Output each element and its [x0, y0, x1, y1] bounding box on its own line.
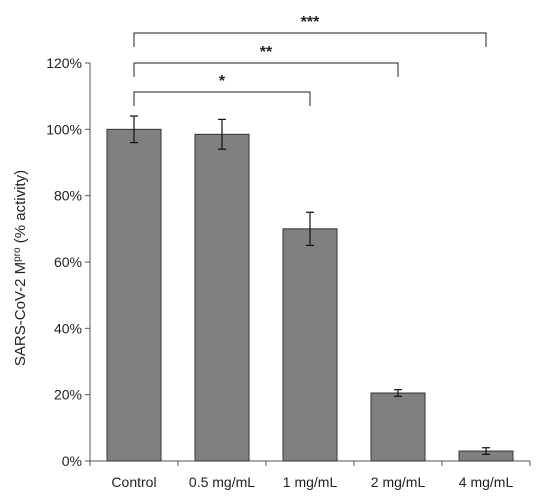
significance-bracket: [133, 32, 487, 47]
bar: [106, 128, 162, 462]
bar: [370, 392, 426, 462]
y-tick-label: 20%: [54, 387, 82, 403]
y-tick-label: 100%: [46, 121, 82, 137]
significance-bracket: [133, 62, 399, 77]
x-tick-label: Control: [111, 474, 156, 490]
significance-label: *: [219, 73, 226, 90]
x-tick-label: 4 mg/mL: [459, 474, 514, 490]
significance-label: ***: [301, 14, 320, 31]
significance-label: **: [260, 44, 273, 61]
y-tick-label: 40%: [54, 320, 82, 336]
bar: [282, 228, 338, 462]
y-tick-label: 60%: [54, 254, 82, 270]
bar: [194, 133, 250, 462]
y-tick-label: 120%: [46, 55, 82, 71]
x-tick-label: 0.5 mg/mL: [189, 474, 255, 490]
y-tick-label: 80%: [54, 188, 82, 204]
y-tick-label: 0%: [62, 453, 82, 469]
x-tick-label: 1 mg/mL: [283, 474, 338, 490]
x-tick-label: 2 mg/mL: [371, 474, 426, 490]
y-axis-label: SARS-CoV-2 Mpro (% activity): [12, 170, 29, 366]
significance-bracket: [133, 91, 311, 106]
